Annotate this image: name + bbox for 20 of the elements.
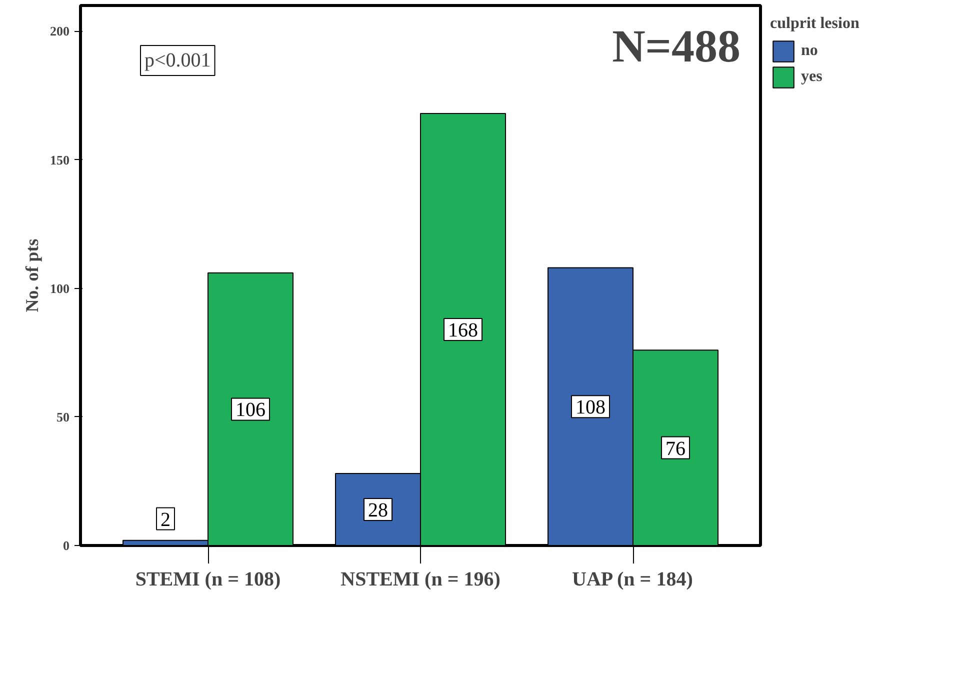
annotation: N=488	[612, 20, 741, 72]
data-label: 76	[666, 438, 686, 460]
y-tick-label: 100	[50, 280, 70, 296]
data-label: 106	[236, 399, 266, 422]
data-label: 28	[368, 500, 388, 522]
x-tick-label: STEMI (n = 108)	[135, 568, 281, 590]
legend-label: yes	[801, 68, 822, 86]
annotation: p<0.001	[144, 50, 211, 72]
y-tick-label: 200	[50, 24, 70, 39]
data-label: 2	[160, 508, 170, 531]
y-tick-label: 0	[63, 538, 70, 553]
y-axis-title: No. of pts	[22, 238, 42, 312]
data-label: 168	[448, 320, 478, 342]
legend-label: no	[801, 42, 819, 60]
y-tick-label: 50	[56, 409, 70, 424]
x-tick-label: UAP (n = 184)	[572, 568, 693, 590]
y-tick-label: 150	[50, 152, 70, 168]
legend-title: culprit lesion	[770, 15, 860, 33]
x-tick-label: NSTEMI (n = 196)	[340, 568, 500, 590]
data-label: 108	[576, 396, 606, 419]
